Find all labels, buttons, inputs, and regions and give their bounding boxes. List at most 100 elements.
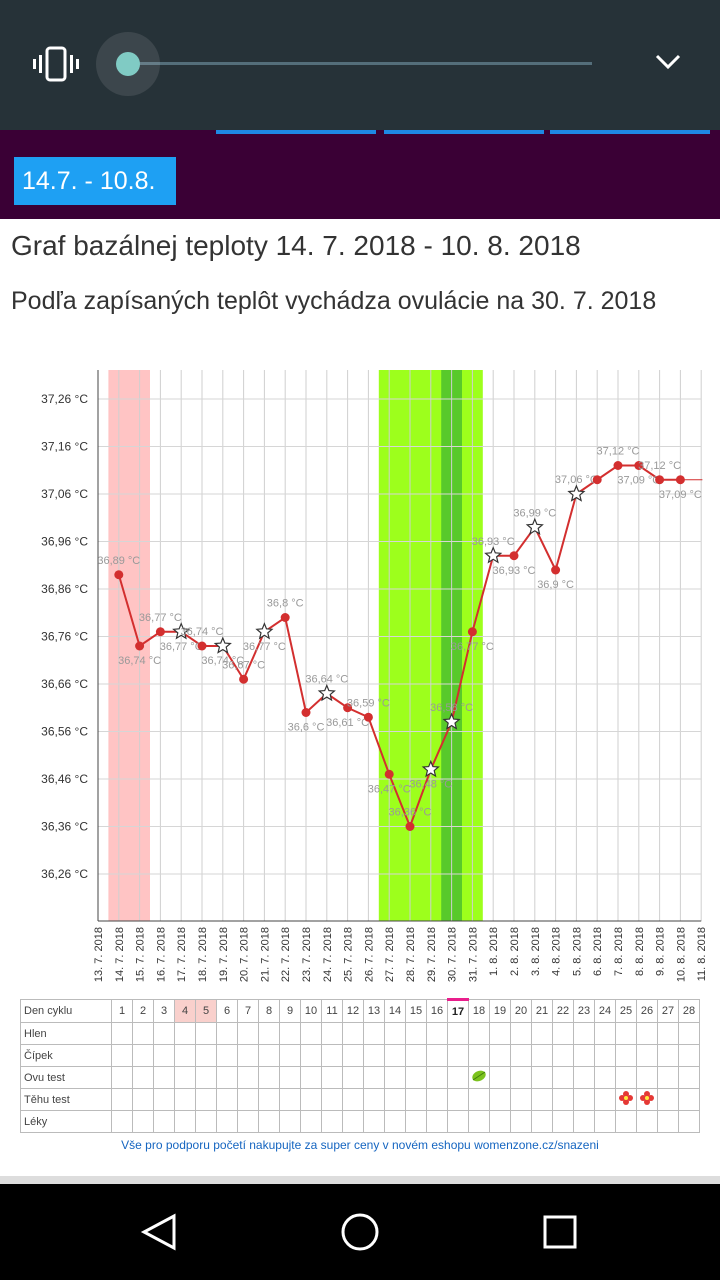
cycle-cell[interactable] bbox=[300, 1088, 322, 1111]
cycle-cell[interactable] bbox=[615, 1088, 637, 1111]
cycle-cell[interactable] bbox=[258, 1110, 280, 1133]
cycle-cell[interactable] bbox=[447, 1044, 469, 1067]
cycle-cell[interactable] bbox=[363, 1110, 385, 1133]
cycle-cell[interactable] bbox=[321, 1044, 343, 1067]
cycle-cell[interactable] bbox=[510, 1088, 532, 1111]
cycle-day-number[interactable]: 2 bbox=[132, 999, 154, 1023]
cycle-cell[interactable] bbox=[636, 1088, 658, 1111]
cycle-cell[interactable] bbox=[111, 1066, 133, 1089]
cycle-day-number[interactable]: 1 bbox=[111, 999, 133, 1023]
cycle-cell[interactable] bbox=[615, 1022, 637, 1045]
cycle-cell[interactable] bbox=[594, 1066, 616, 1089]
cycle-cell[interactable] bbox=[573, 1066, 595, 1089]
cycle-cell[interactable] bbox=[636, 1044, 658, 1067]
cycle-cell[interactable] bbox=[615, 1066, 637, 1089]
cycle-cell[interactable] bbox=[132, 1044, 154, 1067]
cycle-day-number[interactable]: 16 bbox=[426, 999, 448, 1023]
tab-indicator-3[interactable] bbox=[550, 130, 710, 134]
cycle-cell[interactable] bbox=[552, 1110, 574, 1133]
cycle-cell[interactable] bbox=[279, 1022, 301, 1045]
promo-link[interactable]: Vše pro podporu početí nakupujte za supe… bbox=[121, 1138, 599, 1152]
cycle-cell[interactable] bbox=[174, 1088, 196, 1111]
cycle-cell[interactable] bbox=[552, 1044, 574, 1067]
cycle-cell[interactable] bbox=[405, 1066, 427, 1089]
cycle-day-number[interactable]: 23 bbox=[573, 999, 595, 1023]
cycle-cell[interactable] bbox=[384, 1110, 406, 1133]
cycle-cell[interactable] bbox=[132, 1066, 154, 1089]
cycle-cell[interactable] bbox=[489, 1022, 511, 1045]
cycle-cell[interactable] bbox=[615, 1044, 637, 1067]
cycle-cell[interactable] bbox=[468, 1022, 490, 1045]
cycle-cell[interactable] bbox=[678, 1088, 700, 1111]
cycle-cell[interactable] bbox=[342, 1044, 364, 1067]
cycle-cell[interactable] bbox=[489, 1066, 511, 1089]
cycle-cell[interactable] bbox=[174, 1022, 196, 1045]
cycle-cell[interactable] bbox=[573, 1022, 595, 1045]
cycle-cell[interactable] bbox=[426, 1022, 448, 1045]
cycle-cell[interactable] bbox=[111, 1088, 133, 1111]
cycle-cell[interactable] bbox=[342, 1022, 364, 1045]
cycle-cell[interactable] bbox=[237, 1110, 259, 1133]
cycle-cell[interactable] bbox=[363, 1066, 385, 1089]
cycle-day-number[interactable]: 21 bbox=[531, 999, 553, 1023]
cycle-cell[interactable] bbox=[258, 1044, 280, 1067]
cycle-cell[interactable] bbox=[363, 1088, 385, 1111]
cycle-cell[interactable] bbox=[489, 1044, 511, 1067]
cycle-cell[interactable] bbox=[657, 1088, 679, 1111]
cycle-cell[interactable] bbox=[384, 1088, 406, 1111]
cycle-day-number[interactable]: 27 bbox=[657, 999, 679, 1023]
cycle-day-number[interactable]: 28 bbox=[678, 999, 700, 1023]
cycle-day-number[interactable]: 25 bbox=[615, 999, 637, 1023]
cycle-cell[interactable] bbox=[258, 1066, 280, 1089]
cycle-day-number[interactable]: 8 bbox=[258, 999, 280, 1023]
cycle-cell[interactable] bbox=[510, 1110, 532, 1133]
cycle-cell[interactable] bbox=[384, 1022, 406, 1045]
cycle-cell[interactable] bbox=[531, 1022, 553, 1045]
cycle-cell[interactable] bbox=[300, 1110, 322, 1133]
cycle-day-number[interactable]: 4 bbox=[174, 999, 196, 1023]
cycle-day-number[interactable]: 11 bbox=[321, 999, 343, 1023]
cycle-cell[interactable] bbox=[153, 1066, 175, 1089]
cycle-cell[interactable] bbox=[573, 1088, 595, 1111]
home-icon[interactable] bbox=[340, 1212, 380, 1252]
cycle-cell[interactable] bbox=[216, 1088, 238, 1111]
cycle-cell[interactable] bbox=[468, 1044, 490, 1067]
cycle-day-number[interactable]: 12 bbox=[342, 999, 364, 1023]
cycle-cell[interactable] bbox=[195, 1022, 217, 1045]
cycle-cell[interactable] bbox=[237, 1088, 259, 1111]
cycle-cell[interactable] bbox=[153, 1110, 175, 1133]
cycle-cell[interactable] bbox=[384, 1044, 406, 1067]
cycle-cell[interactable] bbox=[279, 1066, 301, 1089]
cycle-cell[interactable] bbox=[573, 1110, 595, 1133]
cycle-day-number[interactable]: 24 bbox=[594, 999, 616, 1023]
tab-indicator-1[interactable] bbox=[216, 130, 376, 134]
cycle-cell[interactable] bbox=[657, 1110, 679, 1133]
cycle-cell[interactable] bbox=[636, 1022, 658, 1045]
cycle-cell[interactable] bbox=[321, 1088, 343, 1111]
cycle-day-number[interactable]: 7 bbox=[237, 999, 259, 1023]
cycle-day-number[interactable]: 22 bbox=[552, 999, 574, 1023]
cycle-cell[interactable] bbox=[678, 1022, 700, 1045]
cycle-cell[interactable] bbox=[468, 1066, 490, 1089]
cycle-cell[interactable] bbox=[468, 1088, 490, 1111]
cycle-cell[interactable] bbox=[531, 1110, 553, 1133]
cycle-cell[interactable] bbox=[195, 1110, 217, 1133]
cycle-cell[interactable] bbox=[447, 1110, 469, 1133]
cycle-cell[interactable] bbox=[363, 1022, 385, 1045]
cycle-cell[interactable] bbox=[132, 1022, 154, 1045]
cycle-cell[interactable] bbox=[510, 1022, 532, 1045]
cycle-day-number[interactable]: 9 bbox=[279, 999, 301, 1023]
volume-slider-knob[interactable] bbox=[116, 52, 140, 76]
cycle-cell[interactable] bbox=[405, 1022, 427, 1045]
cycle-day-number[interactable]: 19 bbox=[489, 999, 511, 1023]
cycle-cell[interactable] bbox=[594, 1110, 616, 1133]
cycle-cell[interactable] bbox=[279, 1088, 301, 1111]
cycle-day-number[interactable]: 18 bbox=[468, 999, 490, 1023]
cycle-cell[interactable] bbox=[678, 1044, 700, 1067]
cycle-cell[interactable] bbox=[216, 1110, 238, 1133]
cycle-cell[interactable] bbox=[405, 1044, 427, 1067]
cycle-cell[interactable] bbox=[153, 1088, 175, 1111]
cycle-cell[interactable] bbox=[384, 1066, 406, 1089]
cycle-cell[interactable] bbox=[300, 1022, 322, 1045]
cycle-cell[interactable] bbox=[552, 1066, 574, 1089]
